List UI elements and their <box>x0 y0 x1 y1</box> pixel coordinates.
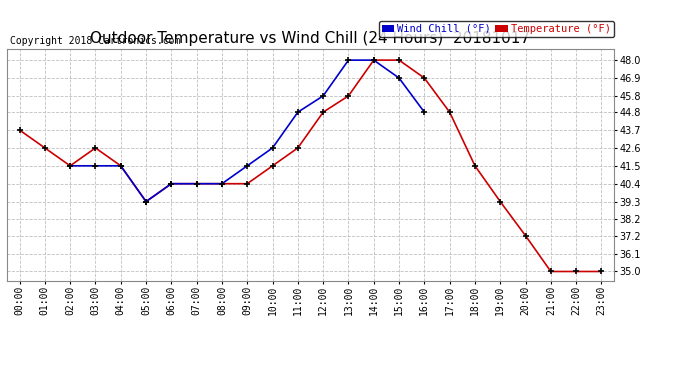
Title: Outdoor Temperature vs Wind Chill (24 Hours)  20181017: Outdoor Temperature vs Wind Chill (24 Ho… <box>90 31 531 46</box>
Text: Copyright 2018 Cartronics.com: Copyright 2018 Cartronics.com <box>10 36 180 46</box>
Legend: Wind Chill (°F), Temperature (°F): Wind Chill (°F), Temperature (°F) <box>379 21 614 37</box>
